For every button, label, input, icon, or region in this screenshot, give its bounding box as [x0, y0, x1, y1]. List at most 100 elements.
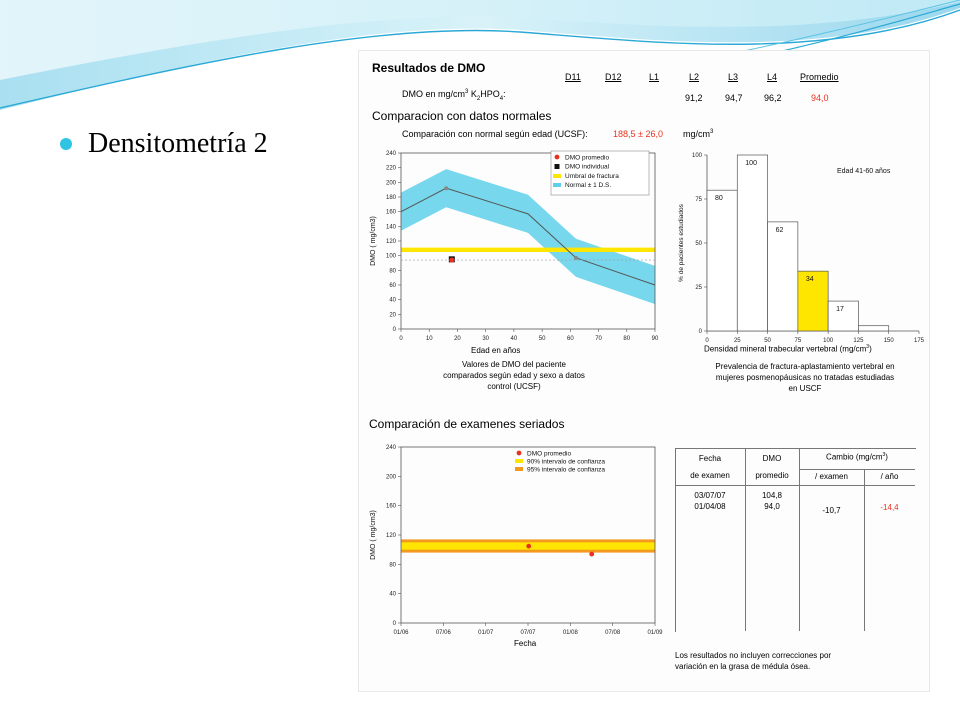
x-tick-label: 150 [884, 338, 895, 344]
serial-chart: 0 40 80 120 160 200 240 01/06 07/06 01/07 07/07 01/… [370, 445, 663, 636]
age-caption: Valores de DMO del paciente comparados se… [443, 360, 585, 391]
y-tick-label: 160 [386, 504, 397, 510]
normal-mean-line [400, 187, 656, 286]
x-tick-label: 50 [764, 338, 771, 344]
value-l3: 94,7 [725, 93, 743, 103]
value-average: 94,0 [811, 93, 829, 103]
x-tick-label: 20 [454, 336, 461, 342]
legend-label: DMO promedio [565, 155, 609, 162]
x-tick-label: 100 [823, 338, 834, 344]
y-tick-label: 40 [389, 298, 396, 304]
fracture-threshold-band [401, 247, 655, 252]
x-tick-label: 01/06 [393, 630, 409, 636]
y-tick-label: 120 [386, 533, 397, 539]
y-tick-label: 240 [386, 445, 397, 451]
y-tick-label: 140 [386, 224, 397, 230]
x-tick-label: 80 [623, 336, 630, 342]
y-tick-label: 50 [695, 241, 702, 247]
normal-mean-marker [573, 255, 578, 260]
legend-label: 90% intervalo de confianza [527, 459, 605, 466]
table-header: de examen [690, 471, 730, 480]
y-tick-label: 25 [695, 285, 702, 291]
x-tick-label: 30 [482, 336, 489, 342]
table-header: Fecha [698, 454, 722, 463]
legend-label: Normal ± 1 D.S. [565, 182, 611, 189]
data-point [526, 543, 532, 549]
value-l4: 96,2 [764, 93, 782, 103]
table-cell: 01/04/08 [694, 502, 726, 511]
legend-label: DMO individual [565, 164, 610, 171]
bullet-dot-icon [60, 138, 72, 150]
bar-label: 62 [776, 227, 784, 234]
comparison-subtitle: Comparación con normal según edad (UCSF)… [402, 129, 588, 139]
histogram-bar [827, 300, 859, 332]
x-tick-label: 07/08 [605, 630, 621, 636]
y-tick-label: 240 [386, 151, 397, 157]
table-divider [864, 469, 865, 631]
histogram-bar [797, 270, 829, 332]
table-divider [799, 448, 800, 631]
age-group-label: Edad 41-60 años [837, 168, 891, 175]
x-tick-label: 07/06 [436, 630, 452, 636]
col-header: Promedio [800, 72, 839, 82]
y-tick-label: 220 [386, 166, 397, 172]
y-tick-label: 80 [389, 562, 396, 568]
serial-xlabel: Fecha [514, 639, 537, 648]
x-tick-label: 0 [705, 338, 709, 344]
table-header: promedio [755, 471, 789, 480]
table-divider [675, 485, 915, 486]
histogram-bar [736, 154, 768, 332]
y-axis-label: DMO ( mg/cm3) [370, 216, 377, 266]
table-header: / examen [815, 472, 848, 481]
legend-swatch [515, 467, 523, 471]
table-divider [799, 469, 915, 470]
prev-caption: Prevalencia de fractura-aplastamiento ve… [715, 362, 895, 393]
x-tick-label: 90 [652, 336, 659, 342]
comparison-value: 188,5 ± 26,0 [613, 129, 663, 139]
y-tick-label: 0 [393, 327, 397, 333]
bullet-item: Densitometría 2 [60, 128, 268, 160]
legend-label: DMO promedio [527, 451, 571, 458]
y-tick-label: 120 [386, 239, 397, 245]
average-marker [449, 257, 455, 263]
y-axis-label: DMO ( mg/cm3) [370, 510, 377, 560]
data-point [589, 551, 595, 557]
histogram-bar [858, 325, 890, 332]
comparison-unit: mg/cm3 [683, 129, 714, 139]
y-tick-label: 80 [389, 268, 396, 274]
prevalence-histogram: 80 100 62 34 17 0 25 50 75 100 0 25 50 75 100 125 150 175… [678, 153, 925, 344]
x-tick-label: 10 [426, 336, 433, 342]
x-tick-label: 125 [853, 338, 864, 344]
x-tick-label: 01/08 [563, 630, 579, 636]
histogram-bar [767, 221, 799, 332]
normal-band [401, 169, 655, 305]
bar-label: 80 [715, 195, 723, 202]
legend-swatch [516, 450, 522, 456]
y-tick-label: 60 [389, 283, 396, 289]
x-tick-label: 01/07 [478, 630, 494, 636]
comparison-title: Comparacion con datos normales [372, 109, 552, 123]
col-header: D11 [565, 72, 581, 82]
y-axis-label: % de pacientes estudiados [678, 203, 685, 281]
x-tick-label: 75 [795, 338, 802, 344]
table-header: / año [880, 472, 899, 481]
x-tick-label: 0 [399, 336, 403, 342]
legend-swatch [554, 164, 560, 169]
y-tick-label: 40 [389, 592, 396, 598]
x-tick-label: 60 [567, 336, 574, 342]
x-tick-label: 25 [734, 338, 741, 344]
legend-label: 95% intervalo de confianza [527, 467, 605, 474]
legend-label: Umbral de fractura [565, 173, 619, 180]
legend-swatch [554, 154, 560, 160]
histogram-bar [706, 189, 738, 332]
bar-label: 17 [836, 306, 844, 313]
bar-label: 100 [745, 160, 757, 167]
table-cell: -14,4 [880, 503, 899, 512]
col-header: L2 [689, 72, 700, 82]
col-header: L4 [767, 72, 778, 82]
value-l2: 91,2 [685, 93, 703, 103]
y-tick-label: 200 [386, 474, 397, 480]
legend-swatch [515, 459, 523, 463]
report-title: Resultados de DMO [372, 61, 486, 75]
y-tick-label: 20 [389, 312, 396, 318]
